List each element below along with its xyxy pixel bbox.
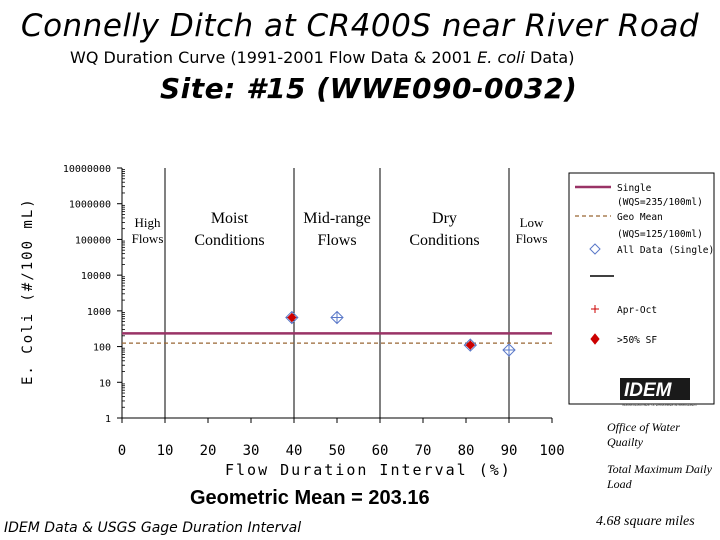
x-tick-label: 20 (200, 443, 217, 459)
legend-apr-oct-marker (591, 305, 599, 313)
chart-subtitle: WQ Duration Curve (1991-2001 Flow Data &… (70, 48, 574, 67)
x-tick-label: 10 (157, 443, 174, 459)
x-tick-label: 60 (372, 443, 389, 459)
legend-single-wqs: (WQS=235/100ml) (617, 197, 703, 208)
data-point-sf (287, 312, 297, 323)
data-points (285, 310, 516, 357)
legend-apr-oct-label: Apr-Oct (617, 305, 657, 316)
idem-logo: IDEM INDIANA DEPARTMENT OF ENVIRONMENTAL… (620, 378, 697, 407)
subtitle-main: WQ Duration Curve (1991-2001 Flow Data &… (70, 48, 478, 67)
legend-box (568, 172, 715, 405)
legend-geo-label: Geo Mean (617, 212, 663, 223)
legend: Single (WQS=235/100ml) Geo Mean (WQS=125… (568, 172, 715, 407)
legend-all-data-marker (589, 243, 601, 255)
data-point-sf (465, 340, 476, 350)
data-point-apr-oct (331, 311, 343, 324)
zone-label: Dry Conditions (409, 210, 479, 249)
x-tick-label: 80 (458, 443, 475, 459)
legend-sf-marker (590, 333, 600, 345)
data-point-apr-oct (503, 344, 515, 357)
legend-geo-wqs: (WQS=125/100ml) (617, 229, 703, 240)
drainage-area: 4.68 square miles (596, 514, 695, 529)
chart-title: Connelly Ditch at CR400S near River Road (20, 8, 700, 44)
site-label: Site: #15 (WWE090-0032) (160, 72, 578, 105)
legend-sf-label: >50% SF (617, 335, 657, 346)
tmdl-label: Total Maximum Daily Load (607, 462, 712, 491)
subtitle-italic: E. coli (477, 48, 525, 67)
x-tick-label: 50 (329, 443, 346, 459)
y-tick-label: 10 (99, 378, 111, 389)
data-point-all (330, 310, 344, 325)
x-tick-label: 30 (243, 443, 260, 459)
y-tick-label: 1000000 (69, 200, 111, 211)
data-point-all (285, 310, 299, 325)
x-tick-label: 40 (286, 443, 303, 459)
data-point-all (502, 343, 516, 357)
geometric-mean: Geometric Mean = 203.16 (190, 487, 430, 509)
legend-all-data-label: All Data (Single) (617, 245, 714, 256)
x-tick-label: 0 (118, 443, 126, 459)
y-tick-label: 10000 (81, 271, 111, 282)
subtitle-end: Data) (524, 48, 575, 67)
flow-zones: High Flows Moist Conditions Mid-range Flows Dr… (132, 168, 548, 418)
y-tick-label: 100 (93, 343, 111, 354)
y-tick-label: 1 (105, 414, 111, 425)
reference-lines (122, 332, 552, 344)
idem-logo-text: IDEM (624, 380, 673, 401)
zone-label: Low Flows (516, 215, 548, 246)
y-tick-label: 1000 (87, 307, 111, 318)
zone-label: High Flows (132, 215, 164, 246)
y-tick-label: 100000 (75, 235, 111, 246)
zone-label: Moist Conditions (194, 210, 264, 249)
idem-logo-subtext: INDIANA DEPARTMENT OF ENVIRONMENTAL MANA… (622, 403, 697, 407)
x-tick-label: 100 (539, 443, 564, 459)
zone-label: Mid-range Flows (303, 210, 371, 249)
legend-single-label: Single (617, 183, 652, 194)
x-tick-label: 70 (415, 443, 432, 459)
x-axis-label: Flow Duration Interval (%) (225, 461, 512, 479)
x-tick-label: 90 (501, 443, 518, 459)
y-tick-label: 10000000 (63, 164, 111, 175)
data-source: IDEM Data & USGS Gage Duration Interval (4, 520, 302, 536)
office-label: Office of Water Quailty (607, 420, 680, 449)
